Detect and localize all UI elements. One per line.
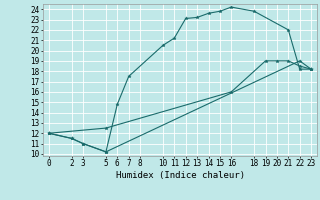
X-axis label: Humidex (Indice chaleur): Humidex (Indice chaleur) [116, 171, 244, 180]
